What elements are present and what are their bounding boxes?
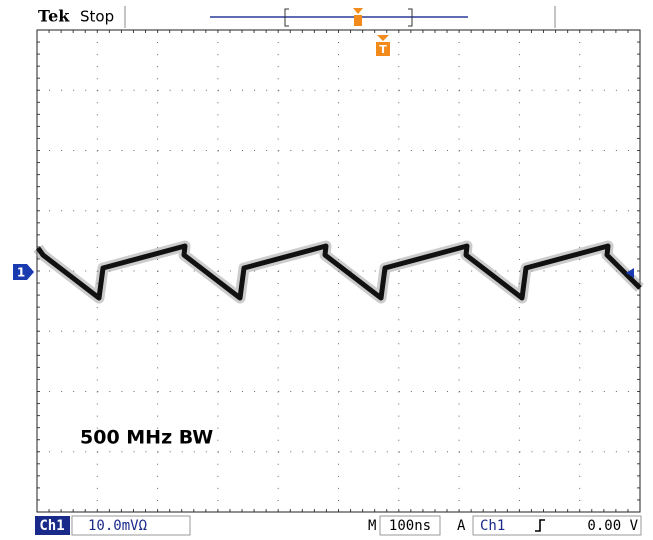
footer-timebase-label: M: [368, 518, 376, 534]
footer-channel: Ch1: [39, 518, 64, 534]
trigger-box: [472, 515, 642, 536]
trigger-arrow: [377, 35, 389, 41]
trigger-level-marker: [626, 268, 634, 278]
footer-scale: 10.0mVΩ: [88, 518, 147, 534]
trigger-slope: [535, 519, 545, 532]
scale-box: [71, 515, 191, 536]
channel-marker-box: [13, 264, 34, 280]
trigger-position: [354, 15, 362, 26]
waveform: [33, 240, 644, 304]
record-brackets: [284, 8, 413, 27]
footer-trigger-mode: A: [457, 518, 466, 534]
footer-timebase: 100ns: [389, 518, 431, 534]
channel-badge: [35, 516, 70, 535]
waveform-trace: [35, 243, 642, 301]
trigger-marker-box: [376, 42, 390, 56]
footer-trigger-level: 0.00 V: [587, 518, 638, 534]
trigger-marker: T: [379, 43, 387, 56]
status: Stop: [80, 8, 114, 26]
annotation: 500 MHz BW: [80, 427, 213, 449]
timebase-box: [379, 515, 441, 536]
brand: Tek: [38, 7, 70, 26]
footer-trigger-source: Ch1: [480, 518, 505, 534]
graticule-border: [36, 29, 641, 513]
trigger-position: [353, 8, 363, 14]
channel-marker: 1: [17, 266, 25, 280]
